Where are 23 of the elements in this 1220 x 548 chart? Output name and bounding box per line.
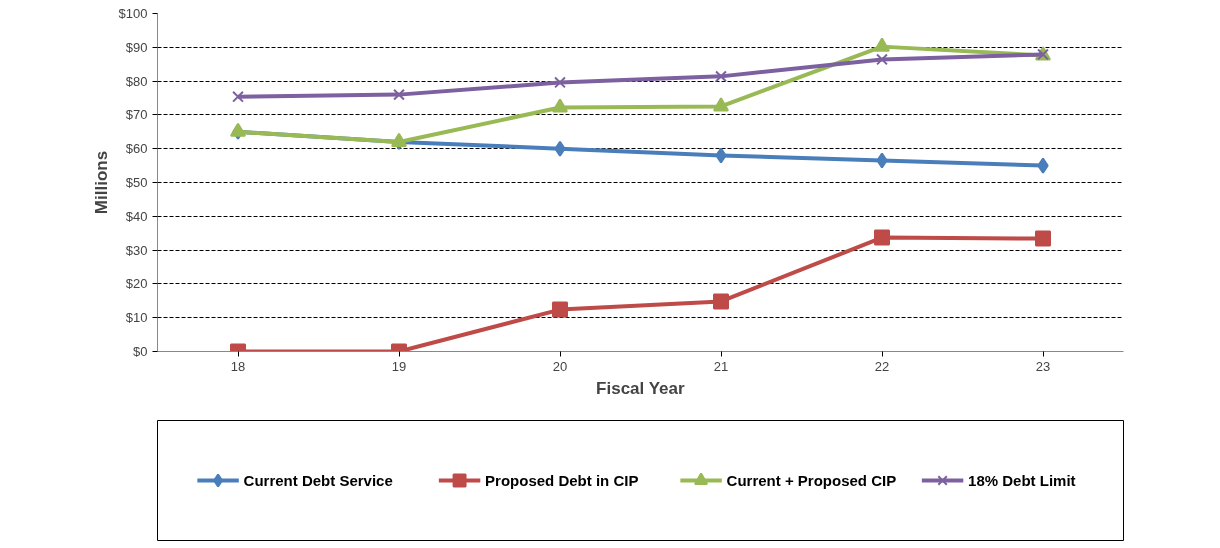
y-tick-label: $20	[125, 276, 148, 292]
legend-label: Current Debt Service	[243, 472, 393, 489]
legend-label: Proposed Debt in CIP	[485, 472, 639, 489]
x-tick-label: 20	[552, 358, 568, 374]
y-tick-label: $50	[125, 175, 148, 190]
x-tick-label: 19	[391, 358, 407, 374]
y-tick-label: $40	[125, 208, 148, 224]
x-tick-label: 18	[230, 358, 246, 374]
y-axis-title: Millions	[91, 150, 111, 215]
x-tick-label: 21	[713, 358, 729, 374]
legend-label: Current + Proposed CIP	[726, 472, 897, 489]
y-tick-label: $80	[125, 73, 148, 89]
x-axis-title: Fiscal Year	[596, 378, 685, 398]
x-tick-label: 22	[874, 358, 890, 374]
y-tick-label: $30	[125, 242, 148, 258]
y-tick-label: $100	[118, 6, 148, 21]
y-tick-label: $90	[125, 39, 148, 55]
y-tick-label: $60	[125, 141, 148, 157]
y-tick-label: $70	[125, 107, 148, 123]
x-tick-label: 23	[1035, 358, 1051, 374]
y-tick-label: $0	[133, 344, 148, 359]
y-tick-label: $10	[125, 310, 148, 326]
legend-label: 18% Debt Limit	[968, 472, 1076, 489]
